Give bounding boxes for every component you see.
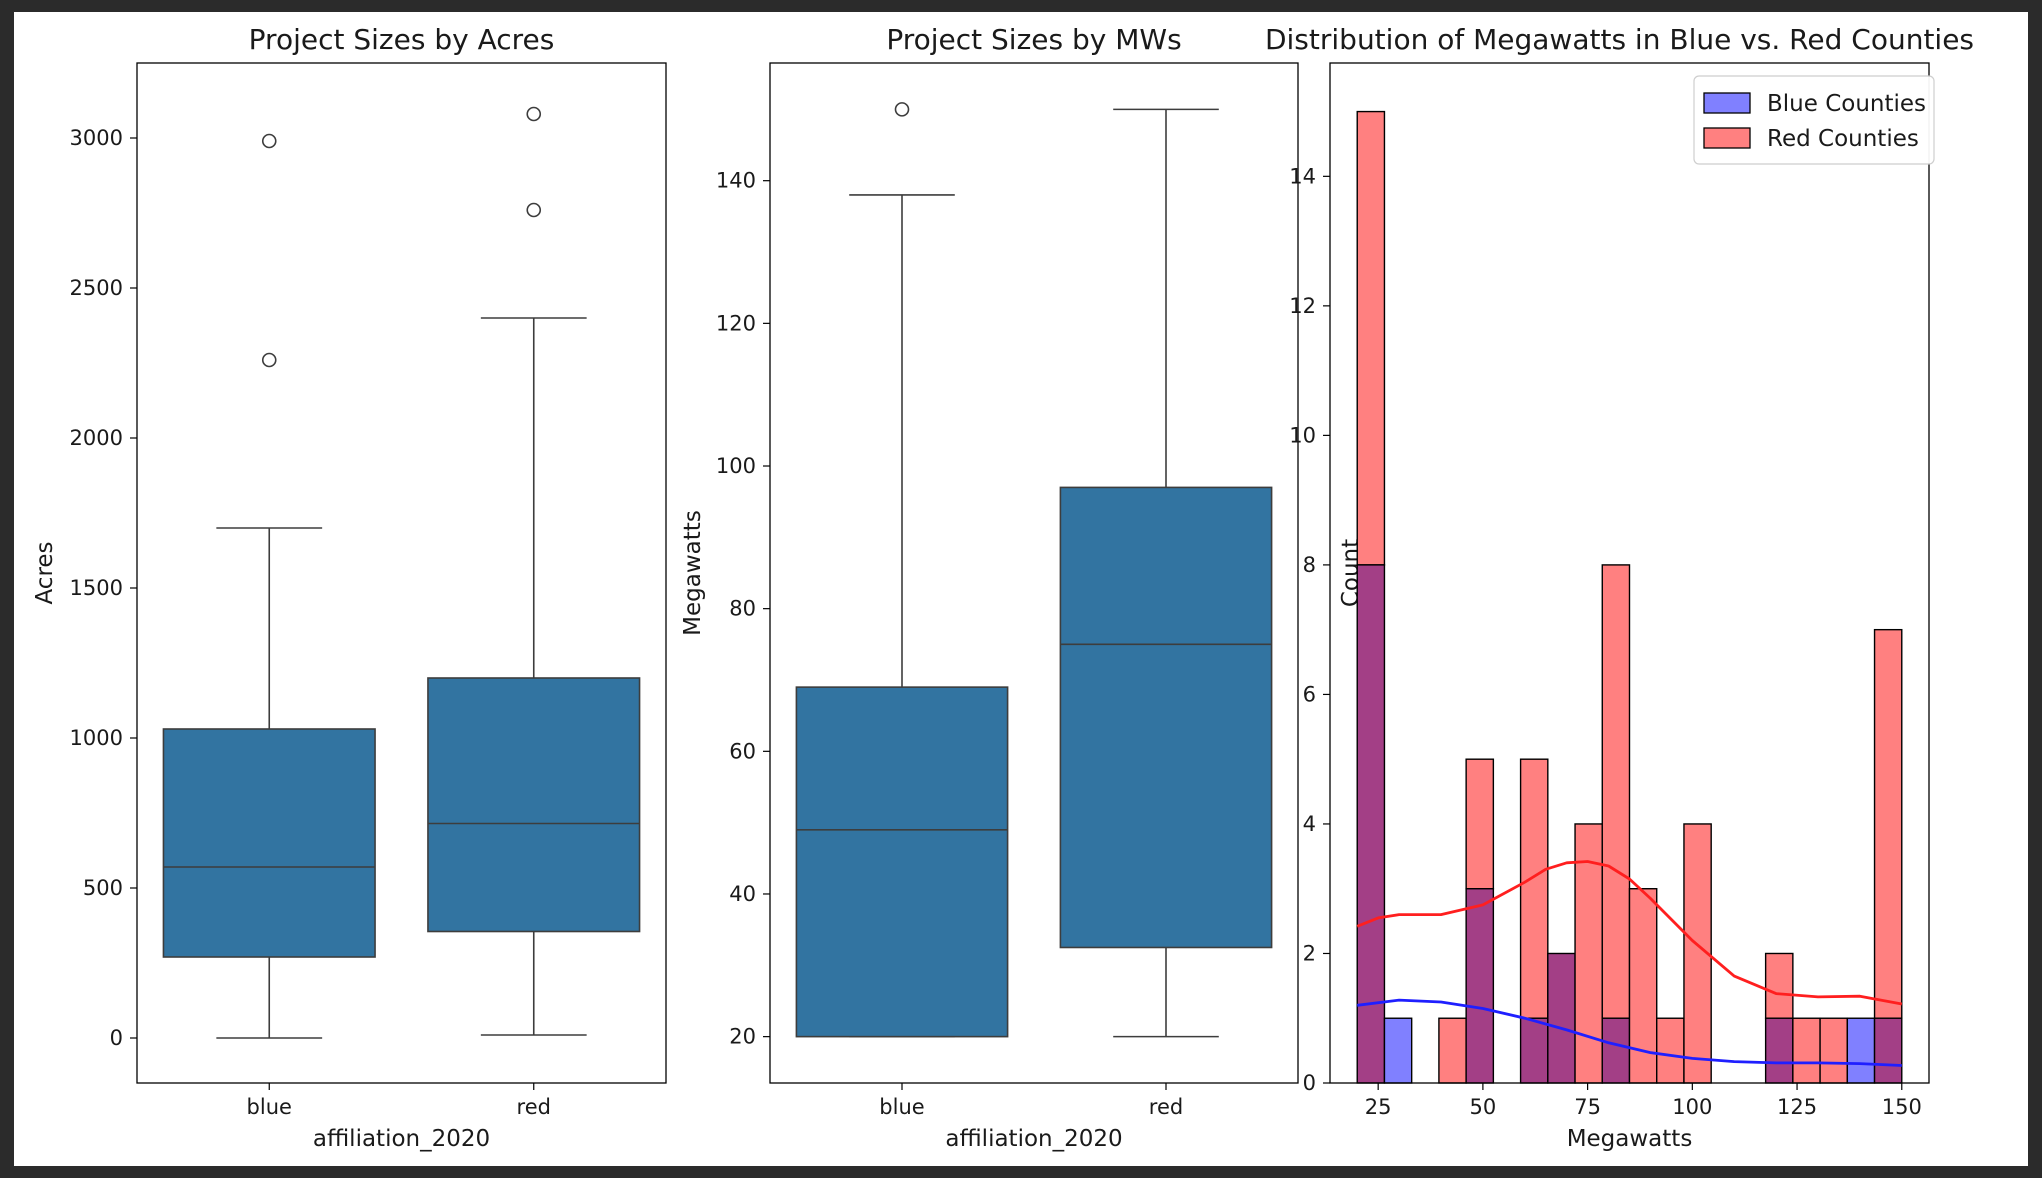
chart0-outlier-point: [526, 202, 542, 218]
chart2-ytick-label: 2: [1303, 941, 1316, 965]
chart1-box-blue: [795, 102, 1009, 1038]
chart2-red-bar: [1465, 758, 1495, 890]
chart1-ytick-label: 20: [729, 1025, 756, 1049]
chart2-xlabel: Megawatts: [1567, 1126, 1693, 1152]
chart2-title: Distribution of Megawatts in Blue vs. Re…: [1265, 23, 1974, 56]
figure: Project Sizes by Acres 0 500 1000 1500 2000 25…: [14, 12, 2028, 1166]
chart2-xtick-label: 125: [1777, 1095, 1817, 1119]
chart0-xlabel: affiliation_2020: [313, 1126, 490, 1152]
chart2-red-bar: [1873, 628, 1903, 1019]
chart1-xtick-label: red: [1149, 1095, 1183, 1119]
chart2-overlap-bar: [1601, 1017, 1631, 1084]
chart2-blue-bar: [1383, 1017, 1413, 1084]
chart2-overlap-bar: [1547, 952, 1576, 1084]
chart2-ytick-label: 4: [1303, 812, 1316, 836]
chart0-outlier-point: [261, 352, 277, 368]
chart0-title: Project Sizes by Acres: [249, 23, 555, 56]
chart2-legend-swatch-blue: [1703, 92, 1751, 114]
chart2-axes-frame: [1329, 62, 1930, 1084]
chart0-ytick-label: 1500: [70, 576, 123, 600]
chart1-title: Project Sizes by MWs: [886, 23, 1181, 56]
chart2-overlap-bar: [1764, 1017, 1794, 1084]
chart1-ytick-label: 40: [729, 882, 756, 906]
chart2-ytick-label: 8: [1303, 553, 1316, 577]
chart0-outlier-point: [526, 106, 542, 122]
chart0-ytick-label: 2000: [70, 426, 123, 450]
chart2-red-bar: [1356, 110, 1386, 566]
chart0-box-blue: [162, 133, 376, 1039]
chart1-ytick-label: 80: [729, 597, 756, 621]
chart1-xtick-label: blue: [879, 1095, 924, 1119]
figure-svg: Project Sizes by Acres050010001500200025…: [32, 23, 1974, 1152]
chart0-box-red: [427, 106, 641, 1036]
chart2-red-bar: [1519, 758, 1549, 1019]
chart2-legend: Blue Counties Red Counties: [1693, 75, 1935, 165]
chart2-kde-red: [1356, 860, 1903, 1006]
chart2-overlap-bar: [1465, 888, 1495, 1084]
chart0-ytick-label: 3000: [70, 126, 123, 150]
chart2-legend-frame: [1693, 75, 1935, 165]
chart0-ytick-label: 2500: [70, 276, 123, 300]
chart0-ytick-label: 1000: [70, 726, 123, 750]
chart2-kde-blue: [1357, 998, 1902, 1067]
chart2-bars: [1356, 110, 1903, 1084]
chart1-ytick-label: 60: [729, 739, 756, 763]
chart1-iqr-box: [795, 686, 1009, 1038]
chart2-ytick-label: 14: [1289, 164, 1316, 188]
chart1-ytick-label: 140: [716, 169, 756, 193]
chart0-outlier-point: [261, 133, 277, 149]
chart2-ytick-label: 10: [1289, 423, 1316, 447]
chart0-xtick-label: blue: [247, 1095, 292, 1119]
chart0-ytick-label: 0: [110, 1026, 123, 1050]
chart2-red-bar: [1601, 564, 1631, 1019]
chart2-ytick-label: 6: [1303, 682, 1316, 706]
chart2-red-bar: [1819, 1017, 1849, 1084]
chart2-xtick-label: 100: [1672, 1095, 1712, 1119]
chart2-overlap-bar: [1356, 564, 1386, 1084]
chart2-legend-label-red: Red Counties: [1767, 126, 1919, 152]
chart2-overlap-bar: [1873, 1017, 1903, 1084]
chart1-outlier-point: [894, 102, 910, 117]
chart1-xlabel: affiliation_2020: [945, 1126, 1122, 1152]
chart2-xtick-label: 50: [1470, 1095, 1497, 1119]
chart2-legend-swatch-red: [1703, 127, 1751, 149]
chart1-axes-frame: [769, 62, 1299, 1084]
chart2-legend-label-blue: Blue Counties: [1767, 91, 1926, 117]
chart2-ytick-label: 0: [1303, 1071, 1316, 1095]
chart1-ytick-label: 120: [716, 311, 756, 335]
chart0-ytick-label: 500: [83, 876, 123, 900]
chart1-box-red: [1059, 108, 1273, 1038]
chart2-xtick-label: 25: [1365, 1095, 1392, 1119]
chart2-blue-bar: [1846, 1017, 1876, 1084]
chart2-xtick-label: 75: [1574, 1095, 1601, 1119]
chart2-red-bar: [1656, 1017, 1685, 1084]
chart2-red-bar: [1438, 1017, 1467, 1084]
chart1-ylabel: Megawatts: [680, 510, 706, 636]
chart0-xtick-label: red: [517, 1095, 551, 1119]
chart2-red-bar: [1792, 1017, 1821, 1084]
chart0-iqr-box: [162, 728, 376, 958]
chart0-axes-frame: [136, 62, 667, 1084]
chart2-red-bar: [1764, 952, 1794, 1019]
chart2-ytick-label: 12: [1289, 294, 1316, 318]
chart0-iqr-box: [427, 677, 641, 933]
chart2-xtick-label: 150: [1882, 1095, 1922, 1119]
chart1-ytick-label: 100: [716, 454, 756, 478]
chart1-iqr-box: [1059, 486, 1273, 949]
chart2-overlap-bar: [1519, 1017, 1549, 1084]
chart0-ylabel: Acres: [32, 541, 58, 604]
